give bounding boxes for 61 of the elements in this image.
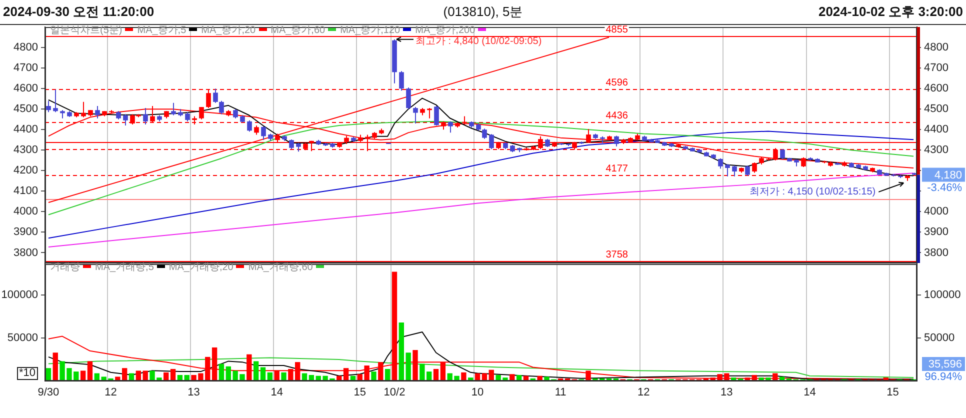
y2-tick-label: 3900 [924, 226, 948, 238]
y-tick-label: 4200 [14, 164, 38, 177]
legend-label: MA_거래량,60 [248, 262, 313, 272]
text: 4,180 [934, 169, 962, 182]
x-tick-label: 13 [720, 386, 733, 399]
legend-label: MA_종가,120 [340, 24, 400, 36]
annotation: 최고가 : 4,840 (10/02-09:05) [415, 36, 542, 48]
legend-label: 거래량 [50, 262, 80, 272]
y-tick-label: 4500 [14, 103, 38, 116]
legend-label: MA_종가,200 [415, 24, 476, 36]
y-tick-label: 4800 [14, 42, 38, 54]
legend-label: 일본식차트(5분) [50, 24, 122, 36]
y-tick-label: 4700 [14, 62, 38, 74]
y-tick-label: 50000 [7, 332, 38, 344]
x-tick-label: 15 [886, 386, 899, 399]
legend-label: MA_종가,5 [137, 24, 186, 36]
legend-label: MA_거래량,20 [168, 262, 234, 272]
ref-line-label: 3758 [606, 249, 628, 260]
x-tick-label: 13 [188, 386, 200, 399]
y2-tick-label: 4000 [924, 206, 948, 218]
y2-tick-label: 3800 [924, 246, 948, 259]
legend-label: MA_거래량,5 [95, 262, 154, 272]
text: 2024-10-02 오후 3:20:00 [818, 4, 963, 20]
text: 35,596 [928, 358, 962, 371]
y2-tick-label: 4600 [924, 82, 948, 95]
ref-line-label: 4855 [606, 24, 628, 36]
y-tick-label: 4100 [14, 185, 38, 198]
y-axis-title: *10 [17, 367, 38, 380]
y2-tick-label: 100000 [924, 289, 961, 301]
x-tick-label: 10 [471, 386, 484, 399]
chart-title: (013810), 5분 [443, 4, 523, 20]
text: -3.46% [927, 182, 962, 194]
y-tick-label: 4600 [14, 82, 38, 95]
y-tick-label: 4000 [14, 206, 38, 218]
x-tick-label: 10/2 [384, 386, 406, 399]
y2-tick-label: 4800 [924, 42, 948, 54]
y2-tick-label: 50000 [924, 332, 955, 344]
y-tick-label: 4300 [14, 144, 38, 156]
y-tick-label: 3900 [14, 226, 38, 238]
legend-label: MA_종가,20 [201, 24, 256, 36]
y-tick-label: 3800 [14, 246, 38, 259]
y2-tick-label: 4500 [924, 103, 948, 116]
ref-line-label: 4436 [606, 110, 628, 122]
x-tick-label: 14 [804, 386, 816, 399]
text: 96.94% [924, 371, 962, 384]
y-tick-label: 100000 [1, 289, 38, 301]
text: 2024-09-30 오전 11:20:00 [3, 4, 154, 20]
y2-tick-label: 4700 [924, 62, 948, 74]
x-tick-label: 15 [354, 386, 366, 399]
x-tick-label: 12 [104, 386, 117, 399]
ref-line-label: 4177 [606, 163, 628, 174]
x-tick-label: 9/30 [38, 386, 60, 399]
y2-tick-label: 4400 [924, 124, 948, 136]
x-tick-label: 14 [270, 386, 283, 399]
x-tick-label: 12 [638, 386, 650, 399]
annotation: 최저가 : 4,150 (10/02-15:15) [749, 186, 876, 198]
x-tick-label: 11 [554, 386, 566, 399]
ref-line-label: 4596 [606, 77, 628, 88]
y-tick-label: 4400 [14, 124, 38, 136]
legend-label: MA_종가,60 [270, 24, 326, 36]
y2-tick-label: 4300 [924, 144, 948, 156]
